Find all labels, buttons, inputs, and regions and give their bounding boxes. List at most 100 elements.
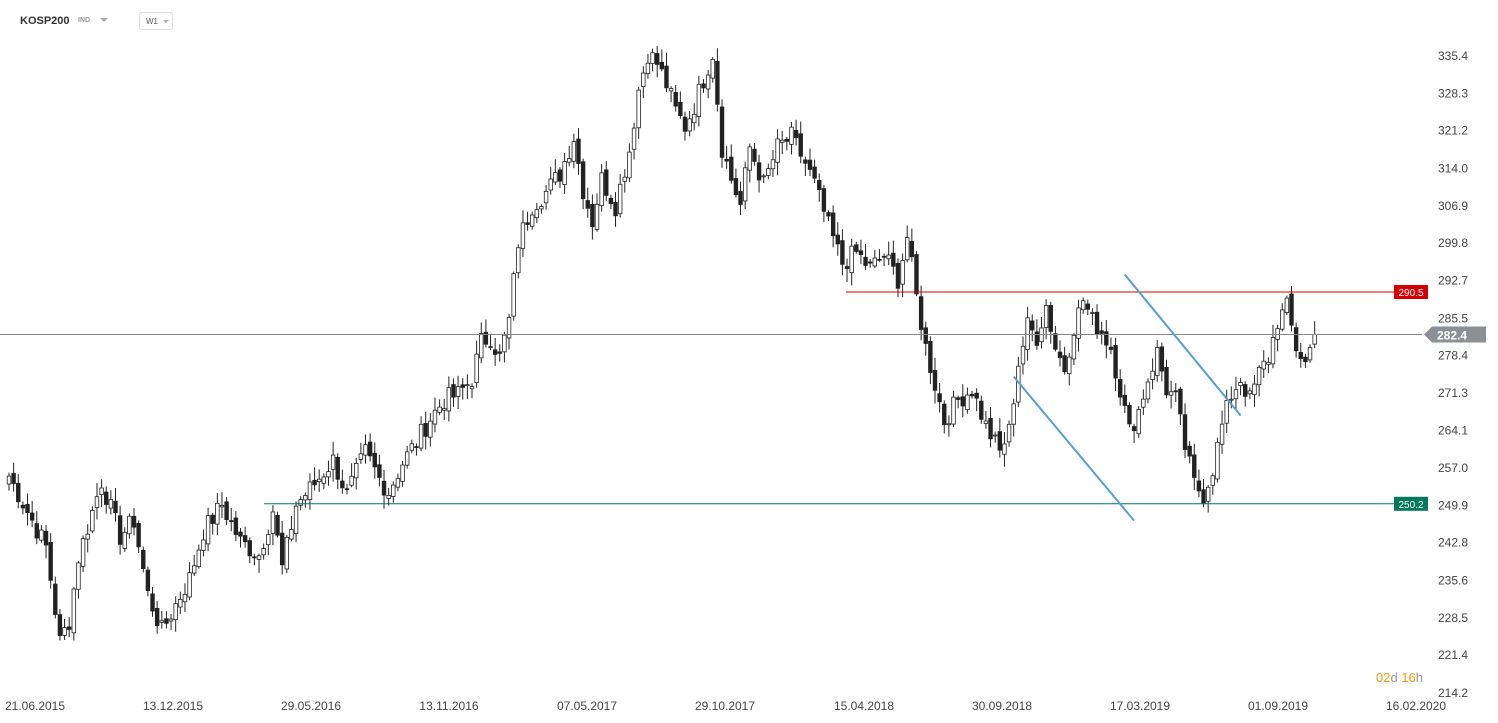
bear-candle	[1187, 445, 1192, 457]
bear-candle	[830, 212, 836, 237]
bull-candle	[946, 423, 952, 426]
bear-candle	[979, 400, 984, 420]
bear-candle	[252, 556, 257, 559]
bear-candle	[238, 531, 243, 537]
current-price-label: 282.4	[1437, 329, 1467, 343]
bear-candle	[279, 532, 285, 566]
bear-candle	[719, 106, 725, 158]
bear-candle	[604, 169, 609, 196]
bear-candle	[673, 92, 678, 107]
bull-candle	[80, 538, 86, 567]
bear-candle	[423, 423, 428, 437]
symbol-name: KOSP200	[20, 15, 70, 27]
bear-candle	[247, 540, 252, 557]
bull-candle	[266, 534, 271, 546]
x-tick-label: 21.06.2015	[5, 699, 65, 713]
x-tick-label: 01.09.2019	[1248, 699, 1308, 713]
bear-candle	[932, 370, 938, 391]
bear-candle	[682, 116, 688, 132]
bull-candle	[529, 214, 535, 227]
bear-candle	[20, 504, 26, 509]
bull-candle	[404, 451, 410, 466]
bull-candle	[256, 555, 262, 560]
bull-candle	[437, 406, 442, 413]
bull-candle	[488, 346, 493, 349]
bear-candle	[66, 626, 72, 630]
bear-candle	[1108, 346, 1114, 350]
bull-candle	[71, 588, 77, 634]
bear-candle	[914, 254, 919, 295]
bull-candle	[191, 565, 197, 574]
bear-candle	[1122, 394, 1128, 406]
bear-candle	[1053, 333, 1058, 350]
bear-candle	[1057, 351, 1063, 358]
bear-candle	[752, 148, 757, 162]
bear-candle	[807, 159, 813, 170]
timeframe-selector[interactable]: W1	[139, 12, 173, 30]
bull-candle	[696, 83, 702, 117]
bull-candle	[631, 127, 637, 150]
bull-candle	[1261, 360, 1266, 370]
x-tick-label: 07.05.2017	[557, 699, 617, 713]
bear-candle	[729, 156, 734, 181]
y-tick-label: 299.8	[1438, 236, 1468, 250]
bull-candle	[1168, 391, 1174, 396]
bear-candle	[1034, 331, 1040, 346]
resistance-tag	[1394, 284, 1428, 299]
bull-candle	[284, 536, 289, 570]
bull-candle	[446, 387, 452, 412]
bull-candle	[789, 126, 794, 145]
bear-candle	[372, 452, 377, 468]
bear-candle	[784, 138, 790, 142]
bear-candle	[29, 512, 35, 521]
bear-candle	[25, 503, 30, 514]
bull-candle	[692, 113, 697, 124]
bull-candle	[1284, 297, 1290, 313]
y-tick-label: 306.9	[1438, 199, 1468, 213]
bear-candle	[136, 523, 141, 548]
bear-candle	[715, 60, 720, 105]
bear-candle	[312, 479, 317, 486]
bull-candle	[599, 172, 604, 207]
bull-candle	[354, 463, 359, 479]
bull-candle	[127, 515, 132, 535]
bull-candle	[516, 247, 521, 274]
bear-candle	[997, 431, 1003, 451]
bull-candle	[349, 475, 354, 486]
bull-candle	[386, 495, 391, 499]
bull-candle	[1275, 328, 1280, 340]
bull-candle	[108, 499, 114, 509]
bull-candle	[766, 168, 771, 176]
bear-candle	[590, 203, 595, 228]
bear-candle	[1099, 330, 1104, 334]
y-tick-label: 235.6	[1438, 574, 1468, 588]
bear-candle	[525, 222, 530, 225]
bear-candle	[937, 393, 942, 403]
bull-candle	[905, 237, 910, 261]
bear-candle	[835, 234, 840, 245]
bull-candle	[1145, 381, 1151, 400]
bull-candle	[1141, 398, 1146, 408]
symbol-dropdown-icon[interactable]	[100, 18, 108, 22]
channel-lower-line	[1012, 375, 1135, 522]
bear-candle	[613, 201, 618, 217]
bull-candle	[298, 499, 303, 506]
bear-candle	[701, 83, 706, 89]
bear-candle	[1178, 388, 1183, 415]
bear-candle	[1201, 489, 1206, 504]
bull-candle	[201, 539, 206, 551]
bear-candle	[608, 197, 614, 204]
bear-candle	[233, 517, 239, 535]
bear-candle	[367, 441, 373, 457]
bull-candle	[951, 396, 956, 425]
chart-header: KOSP200 IND W1	[0, 0, 400, 40]
bear-candle	[877, 258, 882, 261]
bull-candle	[391, 484, 396, 497]
bear-candle	[1196, 480, 1202, 492]
bear-candle	[1094, 311, 1100, 335]
bear-candle	[863, 256, 868, 266]
bear-candle	[344, 488, 350, 491]
bear-candle	[131, 515, 137, 528]
bear-candle	[909, 241, 915, 258]
